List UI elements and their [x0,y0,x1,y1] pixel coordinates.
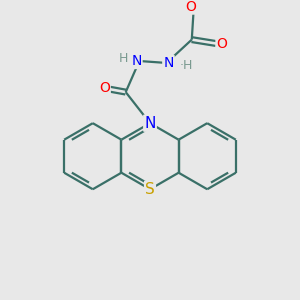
Text: N: N [131,54,142,68]
Text: O: O [99,81,110,95]
Text: ·H: ·H [180,59,194,72]
Text: O: O [185,0,196,14]
Text: H: H [118,52,128,64]
Text: N: N [163,56,174,70]
Text: O: O [217,37,227,50]
Text: S: S [145,182,155,197]
Text: N: N [144,116,156,131]
